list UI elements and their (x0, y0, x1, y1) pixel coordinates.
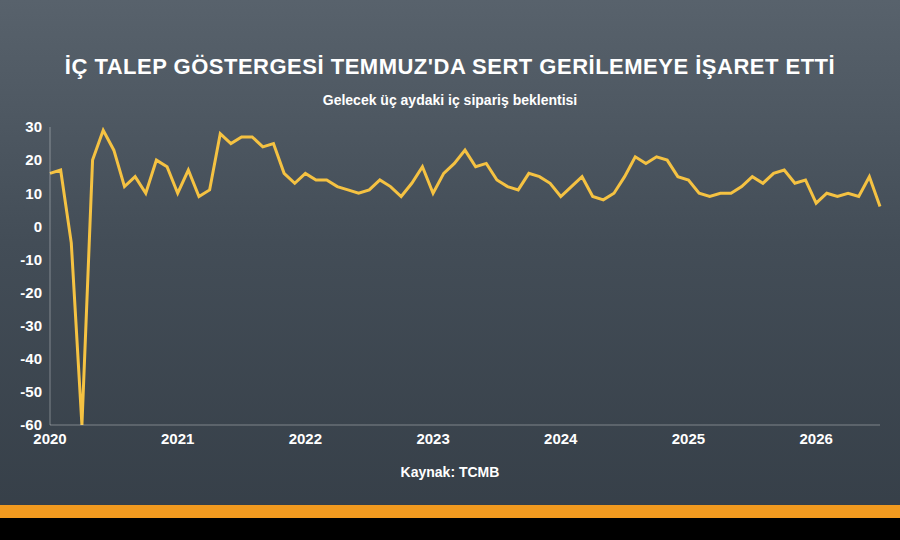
svg-text:-20: -20 (20, 284, 42, 301)
svg-text:2025: 2025 (672, 430, 705, 447)
svg-text:2020: 2020 (33, 429, 67, 447)
html-text:Gelecek üç aydaki iç sipariş b: Gelecek üç aydaki iç sipariş beklentisi (322, 92, 578, 108)
svg-text:2023: 2023 (416, 430, 449, 447)
svg-text:2026: 2026 (799, 430, 832, 447)
svg-text:-30: -30 (20, 317, 42, 334)
svg-text:2022: 2022 (289, 430, 322, 447)
svg-text:2021: 2021 (161, 430, 194, 447)
svg-text:-60: -60 (20, 416, 42, 433)
svg-text:-10: -10 (20, 251, 42, 268)
html-text:Kaynak: TCMB: Kaynak: TCMB (400, 464, 500, 480)
svg-text:-40: -40 (20, 350, 42, 367)
svg-text:0: 0 (34, 218, 42, 235)
svg-text:2024: 2024 (544, 430, 578, 447)
html-text:İÇ TALEP GÖSTERGESİ TEMMUZ'DA: İÇ TALEP GÖSTERGESİ TEMMUZ'DA SERT GERİL… (64, 54, 836, 79)
svg-text:20: 20 (25, 151, 42, 168)
svg-text:30: 30 (25, 118, 42, 135)
svg-text:-50: -50 (20, 383, 42, 400)
svg-text:10: 10 (25, 185, 42, 202)
